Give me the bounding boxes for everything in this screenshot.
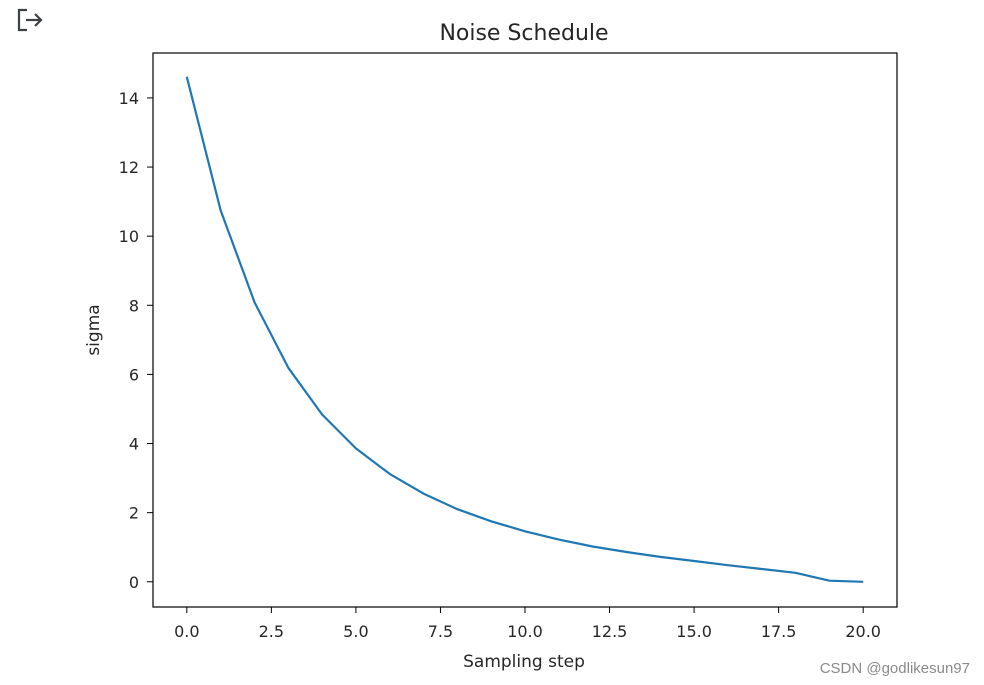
x-tick-label: 20.0 bbox=[845, 622, 881, 641]
y-axis-label: sigma bbox=[84, 304, 104, 355]
y-tick-label: 10 bbox=[119, 227, 139, 246]
chart-title: Noise Schedule bbox=[439, 21, 608, 46]
y-tick-label: 14 bbox=[119, 89, 139, 108]
x-tick-label: 2.5 bbox=[259, 622, 284, 641]
series-group bbox=[185, 76, 864, 583]
x-tick-label: 17.5 bbox=[761, 622, 797, 641]
x-tick-label: 12.5 bbox=[592, 622, 628, 641]
sigma-line bbox=[185, 76, 864, 583]
x-tick-label: 0.0 bbox=[174, 622, 199, 641]
y-tick-label: 4 bbox=[129, 435, 139, 454]
x-axis-label: Sampling step bbox=[463, 652, 585, 672]
y-tick-label: 0 bbox=[129, 573, 139, 592]
y-axis-ticks: 0 2 4 6 8 10 12 14 bbox=[119, 89, 153, 592]
x-axis-ticks: 0.0 2.5 5.0 7.5 10.0 12.5 15.0 17.5 20.0 bbox=[174, 607, 881, 641]
x-tick-label: 10.0 bbox=[507, 622, 543, 641]
y-tick-label: 8 bbox=[129, 296, 139, 315]
x-tick-label: 15.0 bbox=[676, 622, 712, 641]
output-expand-icon[interactable] bbox=[14, 4, 46, 36]
plot-frame bbox=[152, 52, 898, 608]
y-tick-label: 2 bbox=[129, 504, 139, 523]
x-tick-label: 5.0 bbox=[343, 622, 368, 641]
x-tick-label: 7.5 bbox=[428, 622, 453, 641]
watermark: CSDN @godlikesun97 bbox=[819, 660, 970, 677]
y-tick-label: 6 bbox=[129, 365, 139, 384]
y-tick-label: 12 bbox=[119, 158, 139, 177]
